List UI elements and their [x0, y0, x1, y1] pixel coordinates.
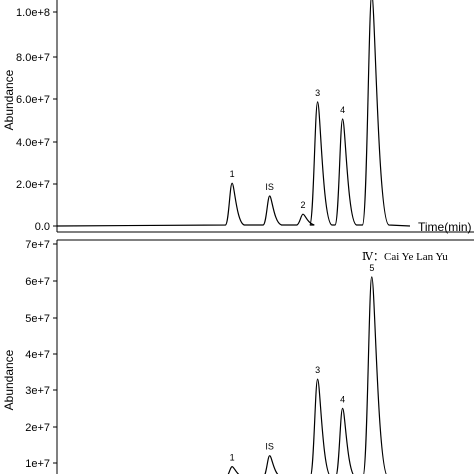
chart-top: Time(min) Abundance 0.0 2.0e+7 4.0e+7 6.0e+…	[2, 0, 474, 234]
peak-label: IS	[265, 182, 274, 192]
bottom-peak-label-group: 1 IS 3 4 5	[230, 263, 375, 463]
y-tick-label: 2e+7	[25, 422, 50, 434]
y-tick-label: 4.0e+7	[16, 137, 50, 149]
y-tick-label: 1.0e+8	[16, 7, 50, 19]
peak-label: 1	[230, 453, 235, 463]
y-tick-label: 8.0e+7	[16, 52, 50, 64]
peak-label: IS	[265, 442, 274, 452]
bottom-y-axis-title: Abundance	[2, 349, 16, 410]
top-peak-label-group: 1 IS 2 3 4	[230, 88, 346, 210]
peak-label: 5	[369, 263, 374, 273]
top-x-axis: Time(min)	[57, 220, 474, 234]
y-tick-label: 6.0e+7	[16, 94, 50, 106]
y-tick-label: 4e+7	[25, 349, 50, 361]
top-x-axis-title: Time(min)	[418, 220, 472, 234]
chart-bottom: Abundance Ⅳ：Cai Ye Lan Yu 1e+7 2e+7 3e+7 4e…	[2, 239, 474, 474]
y-tick-label: 2.0e+7	[16, 179, 50, 191]
y-tick-label: 5e+7	[25, 313, 50, 325]
peak-label: 4	[340, 105, 345, 115]
peak-label: 4	[340, 394, 345, 404]
peak-label: 2	[301, 200, 306, 210]
y-tick-label: 1e+7	[25, 458, 50, 470]
bottom-chart-annotation: Ⅳ：Cai Ye Lan Yu	[362, 251, 448, 263]
y-tick-label: 7e+7	[25, 239, 50, 251]
top-y-axis-title: Abundance	[2, 69, 16, 130]
y-tick-label: 3e+7	[25, 385, 50, 397]
peak-label: 3	[315, 88, 320, 98]
top-tick-group: 0.0 2.0e+7 4.0e+7 6.0e+7 8.0e+7 1.0e+8	[16, 7, 57, 233]
y-tick-label: 0.0	[35, 221, 50, 233]
peak-label: 3	[315, 365, 320, 375]
peak-label: 1	[230, 169, 235, 179]
y-tick-label: 6e+7	[25, 276, 50, 288]
bottom-tick-group: 1e+7 2e+7 3e+7 4e+7 5e+7 6e+7 7e+7	[25, 239, 57, 470]
top-trace-line	[56, 0, 411, 227]
